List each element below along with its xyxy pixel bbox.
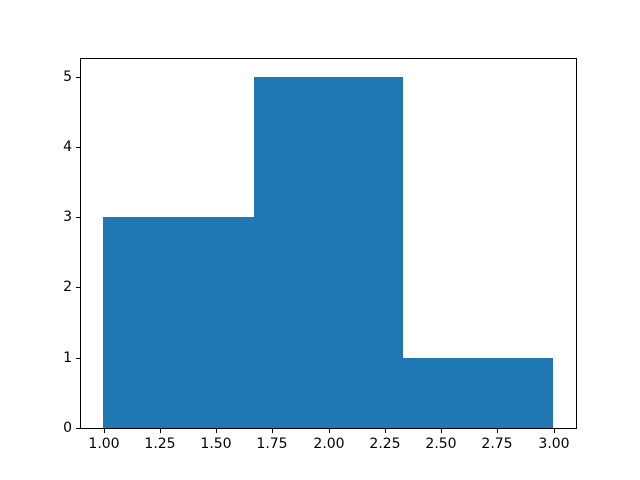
x-tick-label: 1.50 [200, 436, 232, 452]
y-tick-mark [76, 358, 80, 359]
histogram-bar [254, 77, 403, 428]
x-tick-mark [216, 429, 217, 433]
y-tick-mark [76, 77, 80, 78]
x-tick-label: 2.75 [481, 436, 513, 452]
x-tick-mark [554, 429, 555, 433]
plot-area [80, 58, 577, 429]
y-tick-label: 3 [63, 209, 72, 225]
x-tick-mark [272, 429, 273, 433]
y-tick-label: 1 [63, 350, 72, 366]
y-tick-label: 4 [63, 139, 72, 155]
x-tick-label: 1.25 [144, 436, 176, 452]
histogram-bar [103, 217, 254, 428]
x-tick-mark [497, 429, 498, 433]
y-tick-label: 0 [63, 420, 72, 436]
x-tick-label: 2.25 [369, 436, 401, 452]
y-tick-mark [76, 287, 80, 288]
x-tick-label: 1.75 [256, 436, 288, 452]
x-tick-label: 1.00 [88, 436, 120, 452]
y-tick-mark [76, 428, 80, 429]
y-tick-label: 5 [63, 69, 72, 85]
x-tick-label: 2.50 [425, 436, 457, 452]
y-tick-label: 2 [63, 279, 72, 295]
histogram-bar [403, 358, 553, 428]
y-tick-mark [76, 217, 80, 218]
x-tick-mark [104, 429, 105, 433]
x-tick-mark [160, 429, 161, 433]
x-tick-label: 2.00 [313, 436, 345, 452]
x-tick-mark [441, 429, 442, 433]
x-tick-label: 3.00 [538, 436, 570, 452]
y-tick-mark [76, 147, 80, 148]
x-tick-mark [329, 429, 330, 433]
x-tick-mark [385, 429, 386, 433]
